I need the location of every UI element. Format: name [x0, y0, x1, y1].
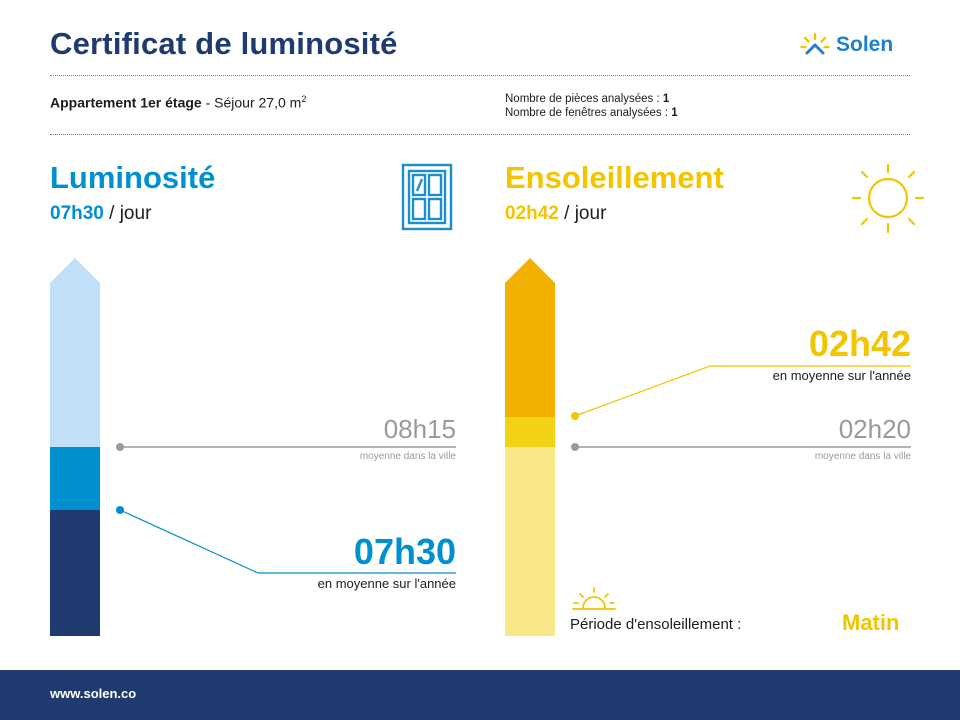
footer-link[interactable]: www.solen.co: [50, 686, 137, 701]
analysis-counts: Nombre de pièces analysées : 1 Nombre de…: [505, 92, 678, 120]
period-value: Matin: [842, 610, 900, 635]
apartment-area-unit: 2: [301, 94, 307, 104]
luminosite-year-label: en moyenne sur l'année: [317, 576, 456, 591]
luminosite-bar: [50, 258, 100, 636]
luminosite-bar-light: [50, 258, 100, 448]
period-label: Période d'ensoleillement :: [570, 616, 742, 633]
ensoleillement-per-day: / jour: [558, 203, 607, 224]
ensoleillement-daily: 02h42 / jour: [505, 203, 606, 225]
luminosite-year-value: 07h30: [353, 531, 456, 572]
solen-logo-icon: [800, 32, 830, 55]
rooms-label: Nombre de pièces analysées :: [505, 93, 663, 105]
sunrise-icon: [572, 587, 616, 610]
brand-name: Solen: [836, 33, 894, 56]
ensoleillement-daily-value: 02h42: [505, 203, 559, 224]
ensoleillement-heading: Ensoleillement: [505, 160, 724, 195]
divider: [50, 75, 910, 76]
footer-bar: [0, 670, 960, 720]
ensoleillement-bar-light: [505, 447, 555, 636]
luminosite-heading: Luminosité: [50, 160, 216, 195]
window-icon: [401, 163, 453, 231]
luminosite-connectors: [116, 443, 456, 574]
apartment-info: Appartement 1er étage - Séjour 27,0 m2: [50, 94, 306, 111]
ensoleillement-city-value: 02h20: [838, 414, 911, 444]
luminosite-bar-mid: [50, 447, 100, 510]
rooms-value: 1: [662, 93, 670, 105]
sun-icon: [851, 163, 925, 234]
divider: [50, 134, 910, 135]
windows-value: 1: [671, 107, 678, 119]
luminosite-city-label: moyenne dans la ville: [359, 451, 456, 462]
apartment-name: Appartement 1er étage: [50, 94, 202, 111]
luminosite-city-value: 08h15: [383, 414, 456, 444]
ensoleillement-year-value: 02h42: [808, 323, 911, 364]
ensoleillement-bar: [505, 258, 555, 636]
ensoleillement-connectors: [571, 365, 911, 451]
windows-label: Nombre de fenêtres analysées :: [505, 107, 672, 119]
luminosite-bar-dark: [50, 510, 100, 636]
luminosite-daily-value: 07h30: [50, 203, 104, 224]
ensoleillement-year-label: en moyenne sur l'année: [772, 368, 911, 383]
ensoleillement-city-label: moyenne dans la ville: [814, 451, 911, 462]
luminosite-per-day: / jour: [103, 203, 152, 224]
year-line: [119, 509, 456, 574]
page-title: Certificat de luminosité: [50, 26, 398, 61]
luminosite-daily: 07h30 / jour: [50, 203, 151, 225]
ensoleillement-bar-mid: [505, 417, 555, 447]
year-line: [574, 365, 911, 417]
ensoleillement-bar-dark: [505, 258, 555, 418]
apartment-room: - Séjour 27,0 m: [201, 94, 302, 111]
brand-logo[interactable]: Solen: [800, 32, 893, 58]
